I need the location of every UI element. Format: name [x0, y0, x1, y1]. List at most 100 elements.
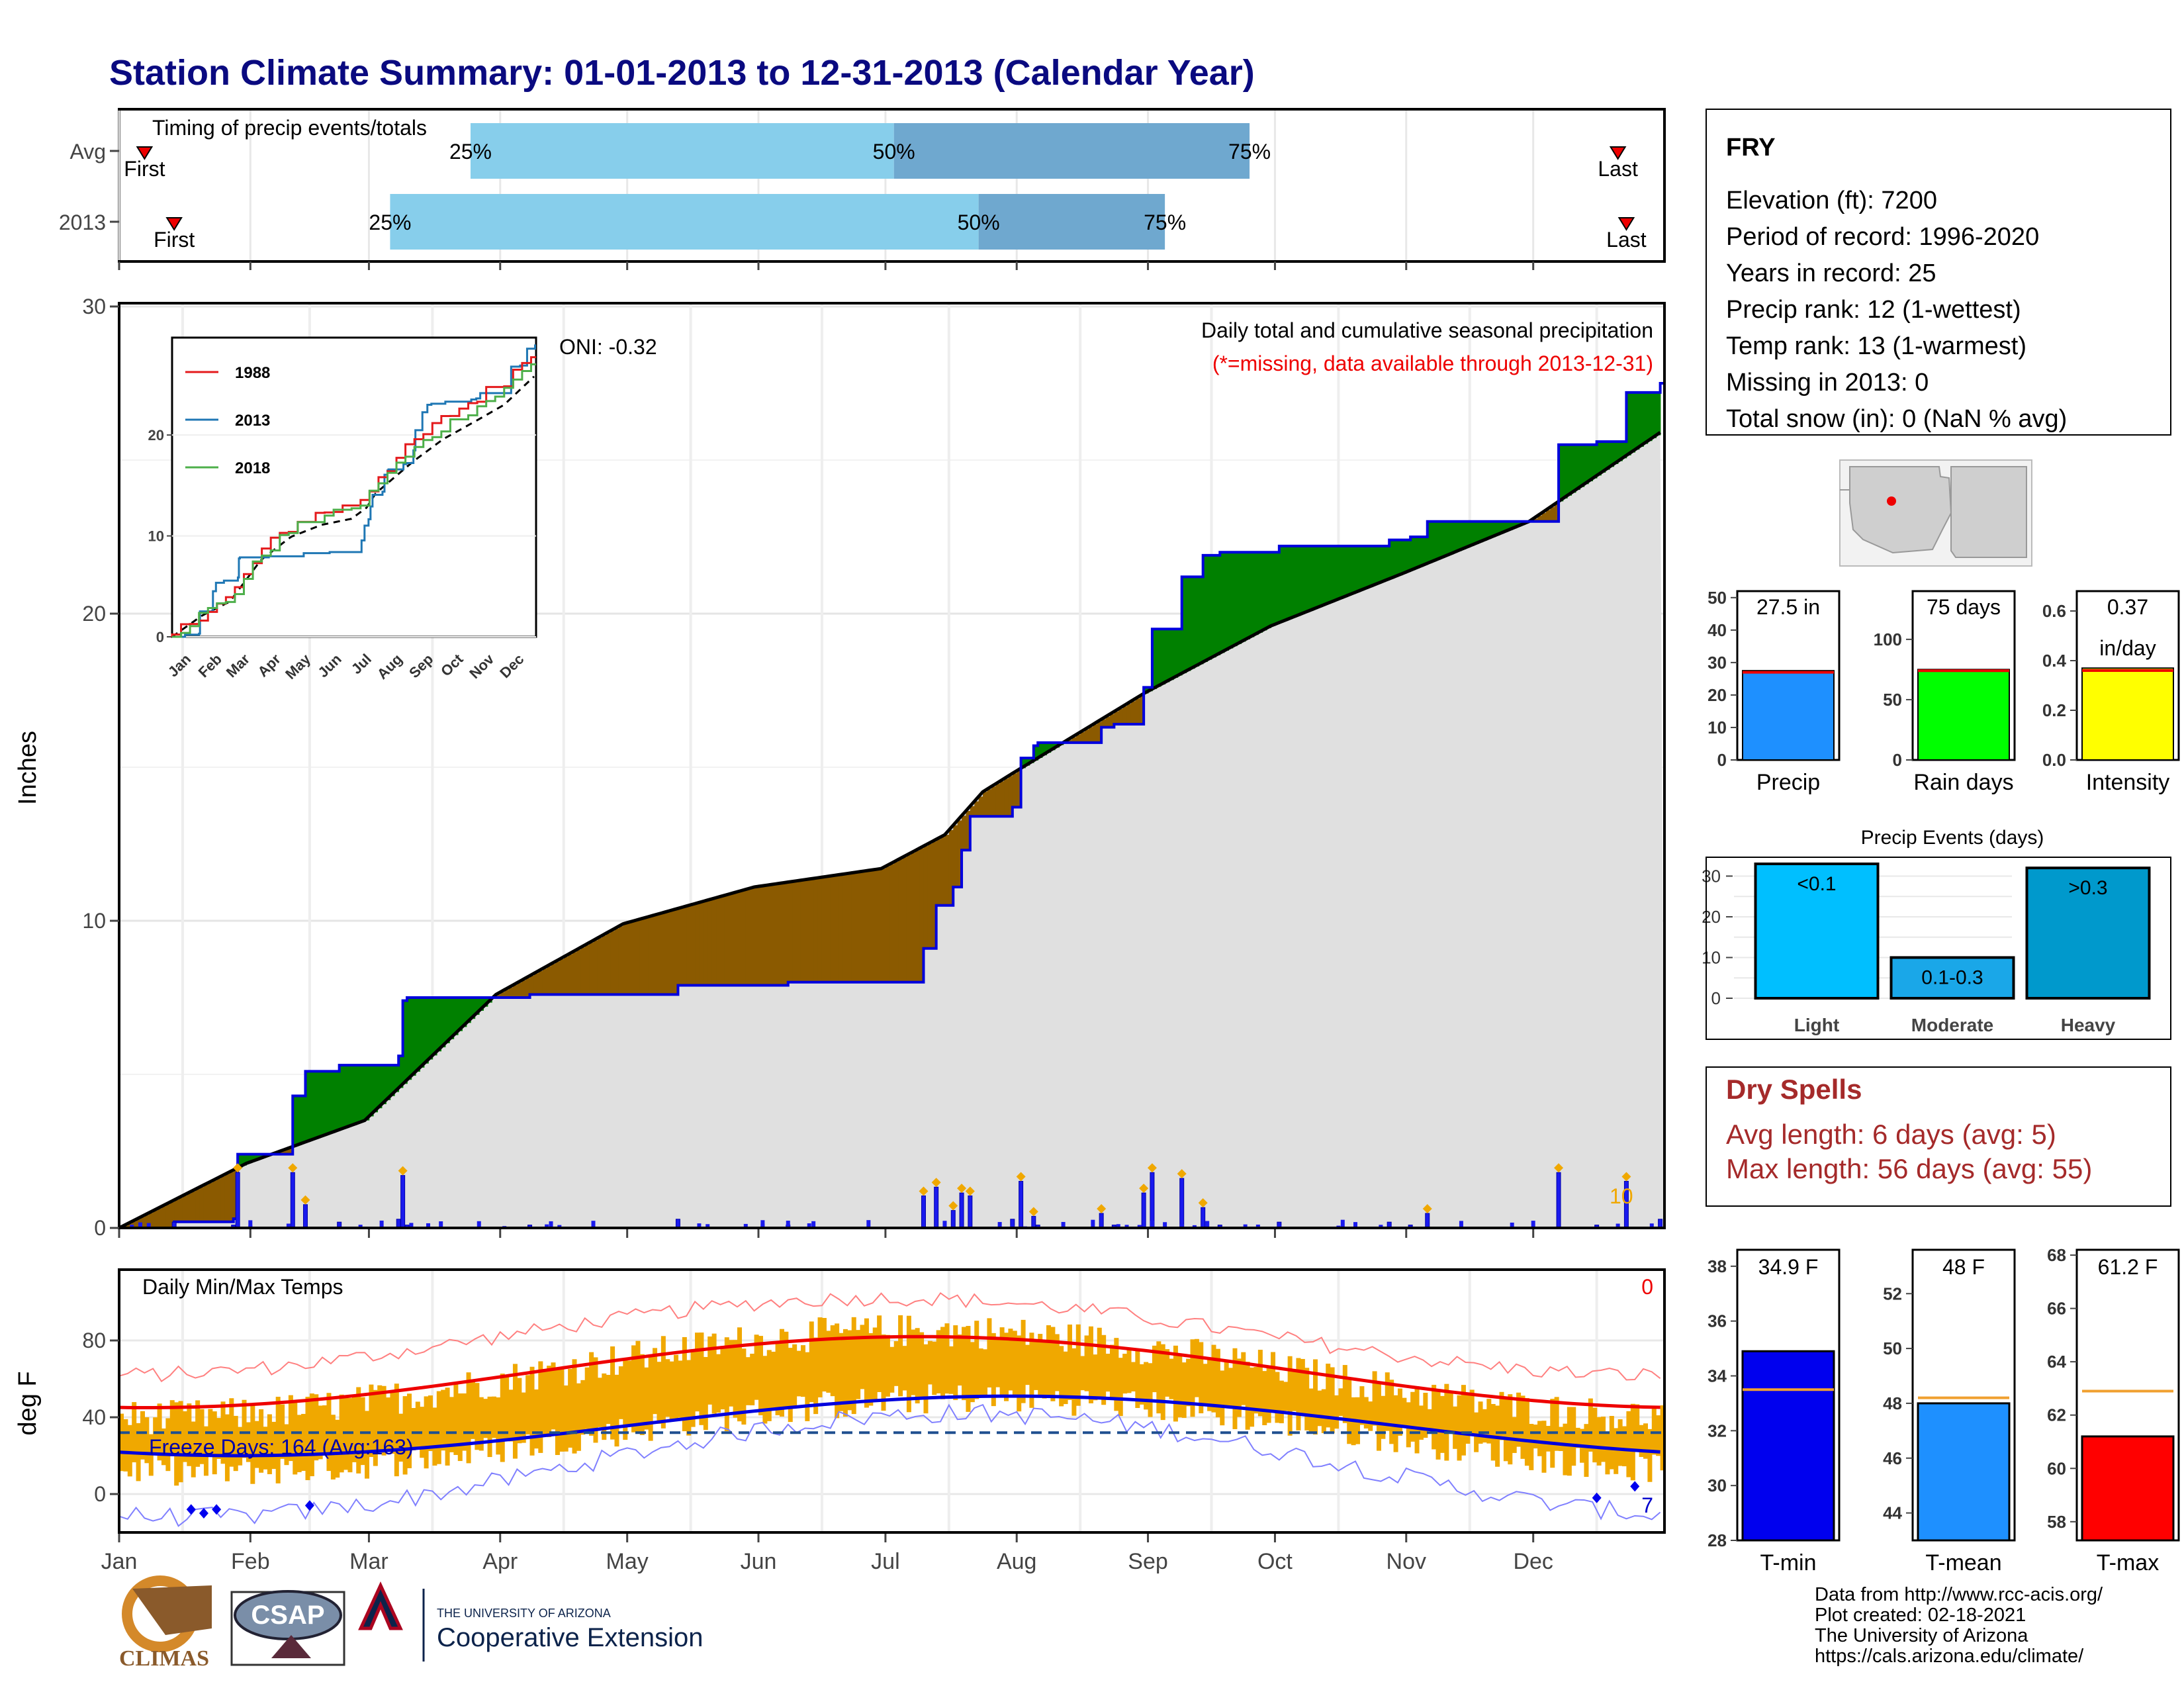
daily-precip-bar: [1099, 1213, 1104, 1229]
daily-temp-bar: [1177, 1353, 1183, 1418]
above-avg-segment: [1186, 577, 1191, 671]
daily-temp-bar: [538, 1361, 543, 1453]
daily-temp-bar: [224, 1414, 230, 1481]
daily-temp-bar: [733, 1340, 738, 1418]
daily-temp-bar: [504, 1376, 510, 1440]
above-avg-segment: [462, 998, 467, 1027]
daily-precip-flag: [1028, 1207, 1038, 1217]
temp-summary-y-label: 66: [2047, 1299, 2066, 1319]
below-avg-segment: [733, 892, 738, 986]
below-avg-segment: [593, 940, 598, 995]
below-avg-segment: [750, 888, 755, 986]
daily-temp-bar: [1427, 1409, 1432, 1430]
daily-temp-bar: [1105, 1354, 1111, 1392]
temp-summary-y-label: 30: [1707, 1476, 1727, 1495]
above-avg-segment: [1211, 555, 1216, 658]
first-label: First: [154, 228, 195, 252]
above-avg-segment: [398, 1056, 404, 1088]
csap-logo-text: CSAP: [251, 1601, 324, 1630]
daily-temp-bar: [521, 1392, 526, 1443]
first-label: First: [124, 157, 165, 181]
daily-precip-bar: [302, 1204, 308, 1229]
daily-temp-bar: [267, 1414, 272, 1475]
temp-title: Daily Min/Max Temps: [142, 1275, 343, 1299]
daily-temp-bar: [653, 1348, 658, 1415]
above-avg-segment: [1575, 444, 1580, 491]
below-avg-segment: [821, 877, 827, 982]
temp-summary-y-label: 32: [1707, 1421, 1727, 1440]
daily-temp-bar: [1571, 1407, 1576, 1466]
daily-temp-bar: [703, 1356, 708, 1430]
below-avg-segment: [1075, 734, 1081, 743]
daily-temp-bar: [1432, 1385, 1437, 1450]
below-avg-segment: [669, 910, 674, 995]
daily-temp-bar: [686, 1360, 692, 1436]
timing-label-75: 75%: [1228, 140, 1271, 164]
daily-temp-bar: [1097, 1327, 1102, 1399]
station-info-box: FRY Elevation (ft): 7200 Period of recor…: [1706, 109, 2171, 436]
below-avg-segment: [551, 964, 556, 995]
above-avg-segment: [1266, 552, 1271, 628]
daily-temp-bar: [957, 1335, 962, 1386]
below-avg-segment: [610, 931, 615, 995]
daily-precip-bar: [379, 1220, 384, 1228]
below-avg-segment: [1537, 516, 1543, 522]
below-avg-segment: [517, 982, 522, 998]
daily-precip-bar: [286, 1223, 291, 1228]
map-neighbor-shape: [1950, 466, 2027, 558]
above-avg-segment: [1334, 545, 1340, 601]
above-avg-segment: [314, 1071, 319, 1139]
below-avg-segment: [703, 901, 709, 986]
below-avg-segment: [915, 850, 920, 982]
below-avg-segment: [872, 869, 878, 982]
above-avg-segment: [1482, 521, 1488, 541]
above-avg-segment: [1622, 442, 1627, 459]
footer-line-3: https://cals.arizona.edu/climate/: [1815, 1646, 2084, 1667]
above-avg-segment: [296, 1096, 302, 1145]
timing-label-50: 50%: [958, 211, 1000, 234]
below-avg-segment: [542, 968, 547, 995]
daily-temp-bar: [432, 1407, 437, 1466]
daily-temp-bar: [1647, 1429, 1653, 1482]
daily-precip-bar: [697, 1223, 702, 1228]
daily-temp-bar: [415, 1401, 420, 1449]
precip-subtitle: Daily total and cumulative seasonal prec…: [1201, 318, 1653, 342]
daily-temp-bar: [745, 1357, 751, 1405]
above-avg-segment: [1397, 539, 1403, 576]
daily-temp-bar: [1033, 1339, 1038, 1390]
temp-bar-charts: 28 30 32 34 36 38 34.9 F T-min 44 46 48 50 52 48 F T-m…: [1707, 1245, 2180, 1575]
summary-value-unit: in/day: [2099, 636, 2156, 660]
above-avg-segment: [1478, 521, 1483, 543]
daily-temp-bar: [1609, 1416, 1614, 1470]
daily-temp-bar: [1169, 1358, 1174, 1399]
month-label: Jan: [101, 1549, 138, 1574]
below-avg-segment: [864, 870, 870, 982]
daily-temp-bar: [1614, 1428, 1619, 1474]
daily-temp-bar: [1156, 1341, 1161, 1414]
ua-small-text: THE UNIVERSITY OF ARIZONA: [437, 1607, 611, 1620]
below-avg-segment: [533, 973, 539, 995]
daily-precip-bar: [1615, 1223, 1620, 1228]
last-marker: [1617, 217, 1635, 231]
above-avg-segment: [1381, 545, 1386, 583]
daily-temp-bar: [242, 1399, 247, 1458]
month-label: Dec: [1513, 1549, 1553, 1574]
daily-temp-bar: [1342, 1365, 1347, 1423]
below-avg-segment: [1126, 704, 1132, 725]
climas-logo: CLIMAS: [119, 1575, 212, 1671]
daily-temp-bar: [1008, 1329, 1013, 1391]
month-label: Sep: [1128, 1549, 1168, 1574]
below-avg-segment: [995, 784, 1001, 817]
daily-temp-bar: [144, 1417, 150, 1464]
above-avg-segment: [1190, 577, 1195, 669]
daily-temp-bar: [318, 1405, 323, 1460]
below-avg-segment: [860, 871, 865, 982]
daily-precip-bar: [1031, 1215, 1036, 1229]
daily-temp-bar: [568, 1368, 573, 1448]
events-y-label: 0: [1711, 988, 1721, 1008]
above-avg-segment: [335, 1071, 340, 1131]
below-avg-segment: [148, 1213, 154, 1228]
above-avg-segment: [386, 1065, 391, 1100]
locator-map: [1839, 459, 2032, 567]
daily-temp-bar: [660, 1336, 666, 1429]
